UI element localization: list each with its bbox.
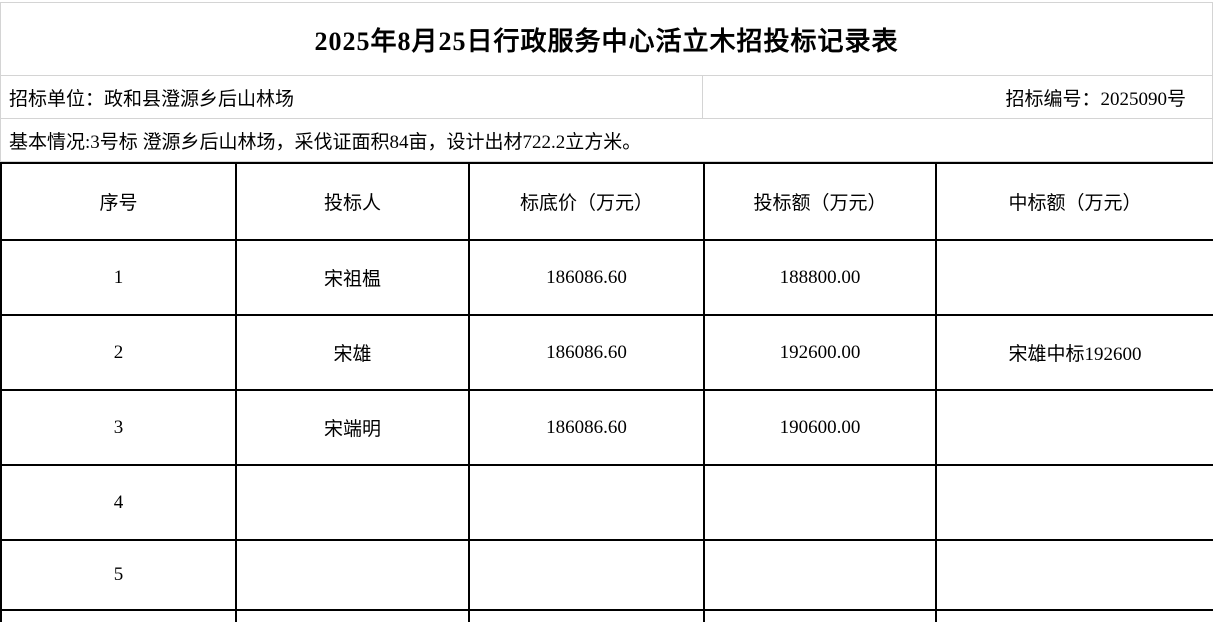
header-row: 序号 投标人 标底价（万元） 投标额（万元） 中标额（万元） — [0, 162, 1213, 241]
cell-bidder — [235, 609, 470, 622]
cell-bid-amount — [703, 539, 937, 611]
title-row: 2025年8月25日行政服务中心活立木招投标记录表 — [0, 2, 1213, 76]
cell-win-amount — [935, 539, 1213, 611]
cell-win-amount — [935, 464, 1213, 541]
bid-record-table: 序号 投标人 标底价（万元） 投标额（万元） 中标额（万元） 1 宋祖榅 186… — [0, 162, 1213, 622]
cell-base-price: 186086.60 — [468, 239, 705, 316]
page-title: 2025年8月25日行政服务中心活立木招投标记录表 — [314, 26, 899, 56]
cell-base-price — [468, 464, 705, 541]
table-row: 5 — [0, 539, 1213, 611]
cell-win-amount — [935, 239, 1213, 316]
table-row: 3 宋端明 186086.60 190600.00 — [0, 389, 1213, 466]
cell-base-price — [468, 609, 705, 622]
cell-win-amount — [935, 609, 1213, 622]
column-header-win-amount: 中标额（万元） — [935, 162, 1213, 241]
basic-info-cell: 基本情况:3号标 澄源乡后山林场，采伐证面积84亩，设计出材722.2立方米。 — [0, 119, 1213, 162]
cell-seq: 5 — [0, 539, 237, 611]
cell-base-price: 186086.60 — [468, 314, 705, 391]
cell-bid-amount: 188800.00 — [703, 239, 937, 316]
cell-seq: 1 — [0, 239, 237, 316]
cell-bidder: 宋端明 — [235, 389, 470, 466]
cell-bidder — [235, 464, 470, 541]
cell-base-price: 186086.60 — [468, 389, 705, 466]
cell-bidder: 宋祖榅 — [235, 239, 470, 316]
cell-bid-amount: 192600.00 — [703, 314, 937, 391]
column-header-seq: 序号 — [0, 162, 237, 241]
cell-bid-amount: 190600.00 — [703, 389, 937, 466]
table-row-partial — [0, 609, 1213, 622]
tender-unit-cell: 招标单位：政和县澄源乡后山林场 — [1, 76, 703, 118]
column-header-base-price: 标底价（万元） — [468, 162, 705, 241]
column-header-bid-amount: 投标额（万元） — [703, 162, 937, 241]
cell-win-amount: 宋雄中标192600 — [935, 314, 1213, 391]
table-row: 2 宋雄 186086.60 192600.00 宋雄中标192600 — [0, 314, 1213, 391]
cell-base-price — [468, 539, 705, 611]
table-row: 1 宋祖榅 186086.60 188800.00 — [0, 239, 1213, 316]
cell-seq: 4 — [0, 464, 237, 541]
column-header-bidder: 投标人 — [235, 162, 470, 241]
cell-bid-amount — [703, 609, 937, 622]
cell-seq: 2 — [0, 314, 237, 391]
info-row: 招标单位：政和县澄源乡后山林场 招标编号：2025090号 — [0, 76, 1213, 119]
cell-seq — [0, 609, 237, 622]
cell-bidder: 宋雄 — [235, 314, 470, 391]
cell-bid-amount — [703, 464, 937, 541]
table-row: 4 — [0, 464, 1213, 541]
cell-seq: 3 — [0, 389, 237, 466]
cell-bidder — [235, 539, 470, 611]
tender-number-cell: 招标编号：2025090号 — [1005, 88, 1186, 110]
cell-win-amount — [935, 389, 1213, 466]
